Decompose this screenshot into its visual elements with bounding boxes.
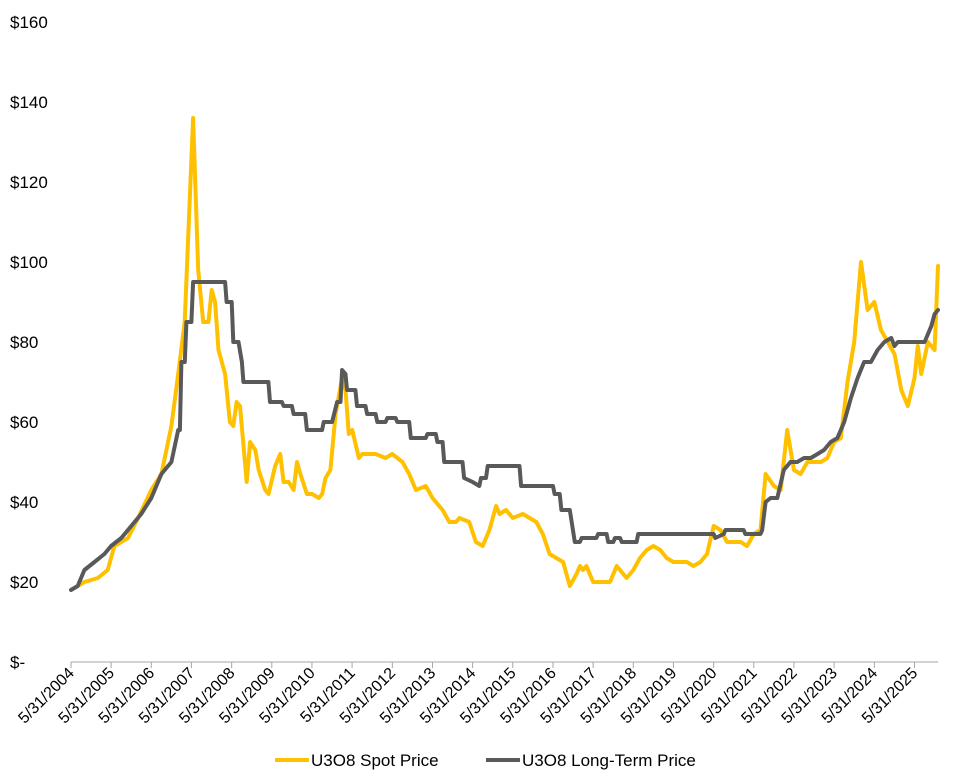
legend-label-spot: U3O8 Spot Price bbox=[311, 751, 439, 770]
y-tick-label: $20 bbox=[10, 573, 38, 592]
y-tick-label: $100 bbox=[10, 253, 48, 272]
legend-label-long-term: U3O8 Long-Term Price bbox=[522, 751, 696, 770]
y-tick-label: $140 bbox=[10, 93, 48, 112]
y-tick-label: $- bbox=[10, 653, 25, 672]
y-tick-label: $120 bbox=[10, 173, 48, 192]
y-tick-label: $80 bbox=[10, 333, 38, 352]
y-tick-label: $40 bbox=[10, 493, 38, 512]
series-layer bbox=[69, 116, 940, 592]
spot-price-line bbox=[69, 116, 940, 592]
y-tick-label: $60 bbox=[10, 413, 38, 432]
y-tick-label: $160 bbox=[10, 13, 48, 32]
long-term-price-line bbox=[69, 280, 940, 592]
legend: U3O8 Spot Price U3O8 Long-Term Price bbox=[275, 751, 696, 770]
x-axis: 5/31/20045/31/20055/31/20065/31/20075/31… bbox=[15, 661, 938, 727]
y-axis: $- $20 $40 $60 $80 $100 $120 $140 $160 bbox=[10, 13, 48, 672]
